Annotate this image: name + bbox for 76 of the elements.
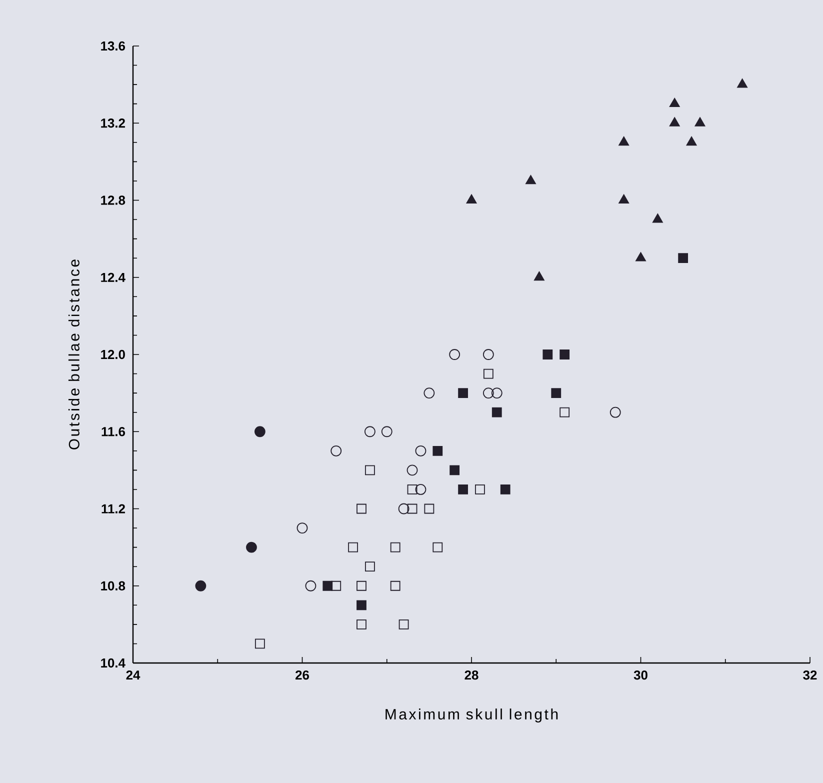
point xyxy=(551,388,562,398)
y-tick-label: 12.0 xyxy=(101,350,125,360)
point xyxy=(254,638,265,649)
point xyxy=(669,98,680,108)
point xyxy=(398,503,410,514)
point xyxy=(365,465,375,476)
point xyxy=(449,349,460,360)
point xyxy=(246,542,257,553)
point xyxy=(415,445,426,456)
point xyxy=(458,484,468,494)
point xyxy=(424,388,435,399)
point xyxy=(618,194,630,204)
point xyxy=(542,350,553,360)
point xyxy=(364,426,376,438)
y-tick-label: 12.8 xyxy=(101,196,126,205)
point xyxy=(381,426,392,438)
point xyxy=(678,253,688,264)
point xyxy=(458,388,468,398)
point xyxy=(348,542,358,552)
point xyxy=(491,388,502,399)
point xyxy=(398,619,409,630)
point xyxy=(686,136,697,146)
point xyxy=(482,349,494,360)
x-tick-label: 24 xyxy=(126,670,140,680)
point xyxy=(483,368,494,379)
point xyxy=(694,117,706,126)
point xyxy=(415,484,426,495)
point xyxy=(534,271,544,281)
y-tick-label: 13.2 xyxy=(101,118,125,128)
y-tick-label: 12.4 xyxy=(101,272,126,282)
point xyxy=(356,580,366,591)
x-tick-label: 32 xyxy=(803,670,817,680)
point xyxy=(365,562,375,572)
point xyxy=(330,445,342,456)
point xyxy=(466,194,477,204)
point xyxy=(610,406,621,418)
point xyxy=(560,407,570,418)
point xyxy=(407,484,418,494)
point xyxy=(356,600,366,610)
point xyxy=(305,580,316,592)
point xyxy=(669,117,680,126)
point xyxy=(322,580,333,591)
point xyxy=(526,175,536,184)
point xyxy=(195,580,206,592)
y-axis-title: Outside bullae distance xyxy=(68,260,80,450)
point xyxy=(356,504,366,514)
point xyxy=(492,407,502,418)
point xyxy=(407,504,418,514)
y-tick-label: 11.6 xyxy=(102,427,126,436)
point xyxy=(500,484,510,494)
point xyxy=(296,522,308,534)
point xyxy=(432,542,443,552)
point xyxy=(560,350,570,360)
point xyxy=(390,580,400,591)
x-axis-title: Maximum skull length xyxy=(386,708,558,722)
x-tick-label: 30 xyxy=(634,670,648,680)
point xyxy=(406,464,418,476)
point xyxy=(390,542,400,552)
point xyxy=(432,446,443,456)
y-tick-label: 11.2 xyxy=(102,504,125,514)
y-tick-label: 13.6 xyxy=(101,41,126,51)
point xyxy=(424,504,434,514)
x-tick-label: 28 xyxy=(464,670,478,680)
y-tick-label: 10.4 xyxy=(101,658,126,668)
point xyxy=(450,465,460,476)
point xyxy=(475,484,485,494)
point xyxy=(482,388,494,399)
point xyxy=(254,426,266,438)
point xyxy=(652,214,663,223)
point xyxy=(737,78,748,88)
point xyxy=(356,619,366,630)
x-tick-label: 26 xyxy=(296,670,309,680)
point xyxy=(331,580,342,591)
y-tick-label: 10.8 xyxy=(101,581,126,590)
point xyxy=(636,252,646,262)
point xyxy=(618,136,630,146)
